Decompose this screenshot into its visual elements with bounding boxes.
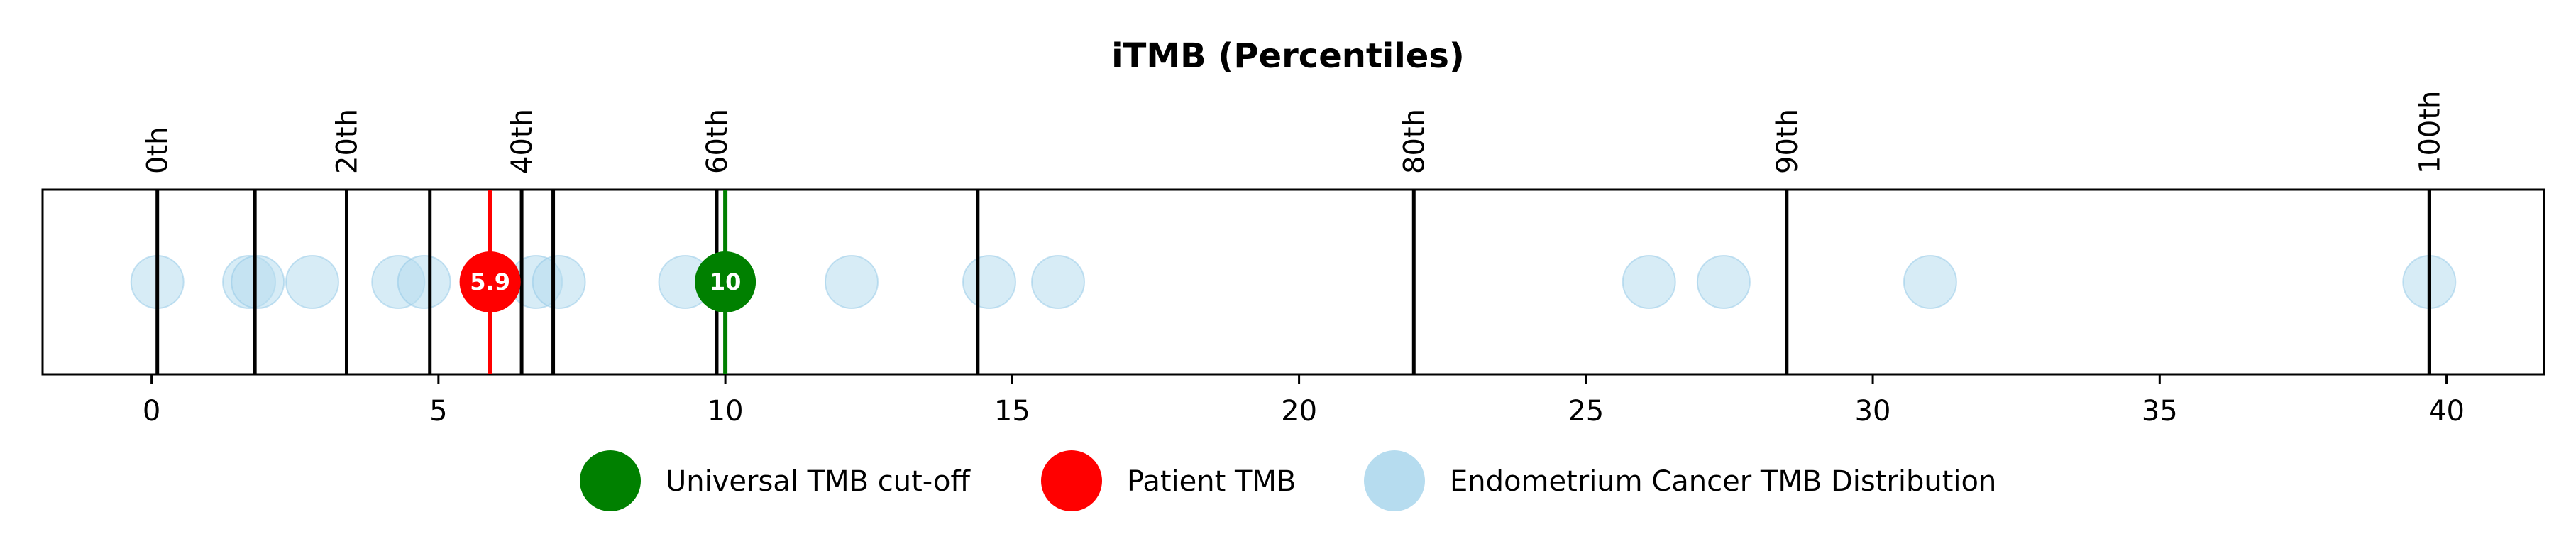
chart-title: iTMB (Percentiles) [1111,36,1465,76]
x-tick-label: 30 [1855,395,1891,428]
legend: Universal TMB cut-off Patient TMB Endometr… [580,450,1996,511]
percentile-label: 100th [2413,91,2446,174]
x-tick-label: 0 [143,395,160,428]
legend-marker [580,450,641,511]
legend-label: Patient TMB [1127,465,1296,498]
distribution-point [1622,255,1676,309]
distribution-point [397,255,451,309]
patient-tmb-value-label: 5.9 [470,268,510,295]
x-tick-label: 35 [2142,395,2178,428]
x-tick-label: 20 [1281,395,1317,428]
distribution-point [285,255,339,309]
legend-marker [1041,450,1102,511]
distribution-point [824,255,879,309]
distribution-point [1903,255,1957,309]
distribution-point [1031,255,1086,309]
x-tick-label: 25 [1568,395,1604,428]
percentile-label: 40th [506,109,539,174]
percentile-label: 20th [331,109,363,174]
distribution-point [962,255,1017,309]
x-tick-label: 10 [708,395,744,428]
percentile-label: 80th [1398,109,1431,174]
legend-marker [1364,450,1425,511]
x-tick-label: 15 [994,395,1030,428]
distribution-point [532,255,586,309]
distribution-point [1696,255,1751,309]
distribution-point [231,255,285,309]
percentile-label: 0th [142,127,175,174]
legend-label: Endometrium Cancer TMB Distribution [1450,465,1996,498]
percentile-label: 60th [701,109,734,174]
x-tick-label: 5 [429,395,447,428]
plot-area: 0 5 10 15 20 25 30 35 40 0th 20th 40th 60th 80th 90th 1… [41,91,2545,428]
x-tick-label: 40 [2428,395,2465,428]
percentile-label: 90th [1771,109,1804,174]
universal-tmb-cut-off-value-label: 10 [710,268,742,295]
plot-frame [41,188,2545,376]
legend-label: Universal TMB cut-off [666,465,971,498]
patient-tmb-marker [459,251,521,312]
universal-tmb-cut-off-marker [695,251,756,312]
